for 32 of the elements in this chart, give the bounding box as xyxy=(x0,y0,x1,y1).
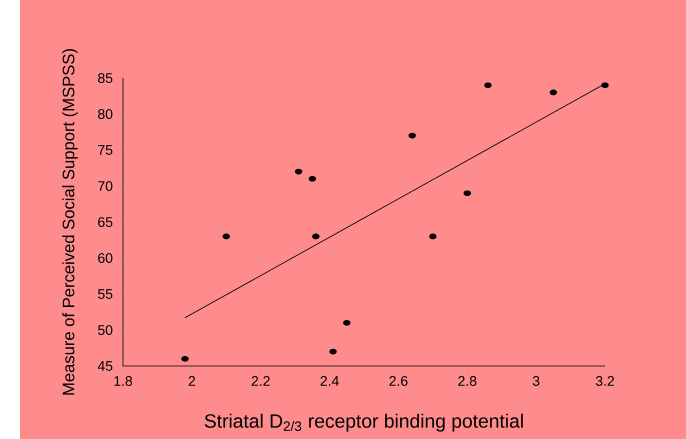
point xyxy=(464,190,472,196)
point xyxy=(312,234,320,240)
y-tick-label: 80 xyxy=(98,109,112,119)
y-tick-label: 70 xyxy=(98,181,112,191)
x-axis-title: Striatal D$_{2/3}$ receptor binding potential xyxy=(204,414,523,432)
y-tick-label: 50 xyxy=(98,325,112,335)
x-tick-label: 2.6 xyxy=(389,376,408,386)
x-tick-label: 3 xyxy=(532,376,540,386)
point xyxy=(343,320,351,326)
x-tick-label: 2.4 xyxy=(320,376,339,386)
point xyxy=(601,82,609,88)
y-tick-label: 65 xyxy=(98,217,112,227)
x-tick-label: 3.2 xyxy=(596,376,614,386)
y-tick-label: 55 xyxy=(98,289,112,299)
x-tick-label: 2.2 xyxy=(252,376,270,386)
point xyxy=(329,348,337,354)
y-tick-label: 75 xyxy=(98,145,112,155)
x-tick-label: 2 xyxy=(188,376,196,386)
x-tick-label: 2.8 xyxy=(458,376,476,386)
point xyxy=(308,176,316,182)
point xyxy=(222,234,230,240)
point xyxy=(408,132,416,138)
y-tick-label: 60 xyxy=(98,253,112,263)
y-axis-title: Measure of Perceived Social Support (MSPSS) xyxy=(62,49,78,395)
point xyxy=(484,82,492,88)
point xyxy=(429,234,437,240)
point xyxy=(294,168,302,174)
point xyxy=(550,90,558,96)
y-tick-label: 45 xyxy=(98,361,112,371)
point xyxy=(181,356,189,362)
y-tick-label: 85 xyxy=(98,73,112,83)
x-tick-label: 1.8 xyxy=(114,376,132,386)
